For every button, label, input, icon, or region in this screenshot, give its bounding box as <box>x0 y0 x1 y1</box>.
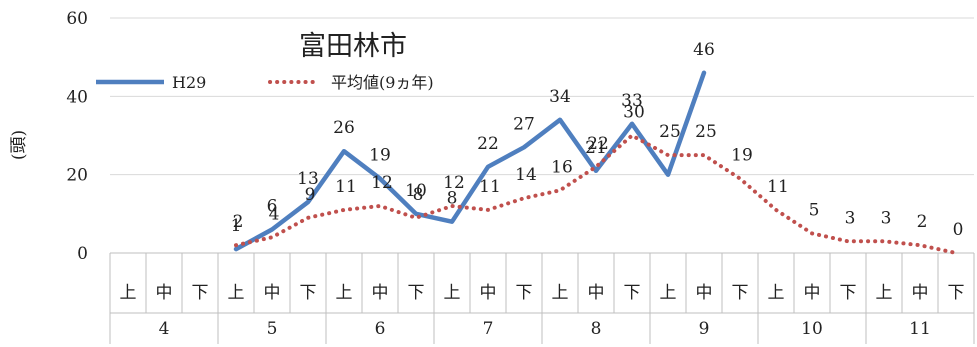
data-label-average: 2 <box>917 212 928 232</box>
category-sub-label: 下 <box>624 283 641 303</box>
data-label-h29: 26 <box>333 118 355 138</box>
data-label-average: 19 <box>731 146 753 166</box>
legend: H29 平均値(9ヵ年) <box>96 73 434 92</box>
category-month-label: 11 <box>909 319 931 339</box>
category-month-label: 7 <box>483 319 494 339</box>
category-sub-label: 中 <box>696 283 713 303</box>
series-line-h29 <box>233 70 707 252</box>
category-month-label: 9 <box>699 319 710 339</box>
category-month-label: 4 <box>159 319 170 339</box>
data-label-h29: 6 <box>267 197 278 217</box>
category-sub-label: 上 <box>228 283 245 303</box>
series-line-average <box>234 133 958 255</box>
y-tick-label: 40 <box>66 87 88 107</box>
legend-label-average: 平均値(9ヵ年) <box>331 73 434 92</box>
data-label-average: 14 <box>515 165 537 185</box>
data-label-average: 4 <box>269 204 280 224</box>
data-label-h29: 46 <box>693 40 715 60</box>
category-sub-label: 中 <box>264 283 281 303</box>
y-tick-label: 20 <box>66 166 88 186</box>
category-sub-label: 上 <box>336 283 353 303</box>
y-axis-ticks: 0 20 40 60 <box>66 9 88 264</box>
y-tick-label: 0 <box>77 244 88 264</box>
chart-title: 富田林市 <box>299 31 407 62</box>
data-label-average: 2 <box>233 212 244 232</box>
data-label-average: 12 <box>443 173 465 193</box>
legend-label-h29: H29 <box>172 73 206 92</box>
y-tick-label: 60 <box>66 9 88 29</box>
data-label-average: 12 <box>371 173 393 193</box>
data-label-h29: 10 <box>405 181 427 201</box>
category-sub-label: 下 <box>840 283 857 303</box>
category-sub-label: 下 <box>192 283 209 303</box>
data-label-h29: 1 <box>231 216 242 236</box>
category-sub-label: 下 <box>516 283 533 303</box>
data-label-average: 22 <box>587 134 609 154</box>
data-label-average: 8 <box>413 185 424 205</box>
category-sub-label: 下 <box>732 283 749 303</box>
category-sub-label: 上 <box>768 283 785 303</box>
data-label-average: 25 <box>695 122 717 142</box>
data-label-average: 30 <box>623 103 645 123</box>
category-sub-label: 中 <box>372 283 389 303</box>
data-label-h29: 21 <box>585 138 607 158</box>
category-month-label: 6 <box>375 319 386 339</box>
category-sub-label: 中 <box>156 283 173 303</box>
data-label-average: 3 <box>881 208 892 228</box>
category-sub-label: 中 <box>804 283 821 303</box>
category-month-label: 5 <box>267 319 278 339</box>
data-label-h29: 27 <box>513 114 535 134</box>
data-label-h29: 19 <box>369 146 391 166</box>
category-sub-label: 下 <box>300 283 317 303</box>
category-sub-label: 下 <box>408 283 425 303</box>
data-label-average: 11 <box>479 177 501 197</box>
category-sub-label: 上 <box>444 283 461 303</box>
category-sub-label: 上 <box>120 283 137 303</box>
data-label-average: 11 <box>767 177 789 197</box>
data-label-average: 5 <box>809 200 820 220</box>
series-lines <box>233 70 958 255</box>
data-label-average: 16 <box>551 157 573 177</box>
data-label-h29: 13 <box>297 169 319 189</box>
data-label-average: 3 <box>845 208 856 228</box>
data-label-h29: 34 <box>549 87 571 107</box>
data-label-h29: 8 <box>447 189 458 209</box>
data-label-average: 9 <box>305 185 316 205</box>
data-label-h29: 33 <box>621 91 643 111</box>
category-month-label: 10 <box>801 319 823 339</box>
category-sub-label: 上 <box>660 283 677 303</box>
category-month-label: 8 <box>591 319 602 339</box>
category-sub-label: 上 <box>552 283 569 303</box>
data-label-h29: 22 <box>477 134 499 154</box>
category-axis: 上中下4上中下5上中下6上中下7上中下8上中下9上中下10上中下11 <box>109 252 975 344</box>
category-sub-label: 上 <box>876 283 893 303</box>
data-label-average: 25 <box>659 122 681 142</box>
category-sub-label: 中 <box>912 283 929 303</box>
category-sub-label: 中 <box>480 283 497 303</box>
data-label-average: 0 <box>953 220 964 240</box>
y-axis-label: (頭) <box>9 130 29 160</box>
category-sub-label: 下 <box>948 283 965 303</box>
category-sub-label: 中 <box>588 283 605 303</box>
data-label-average: 11 <box>335 177 357 197</box>
